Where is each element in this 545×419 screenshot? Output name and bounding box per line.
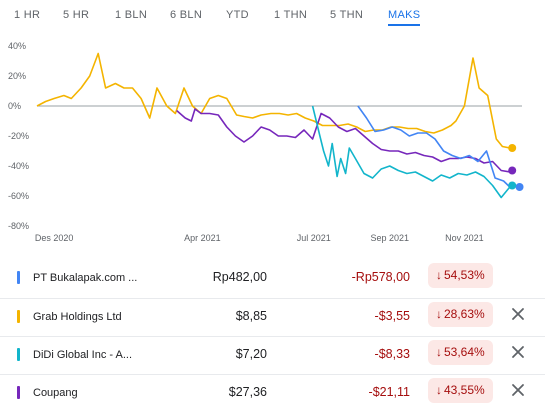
- percent-change: 53,64%: [444, 345, 485, 359]
- table-row[interactable]: Grab Holdings Ltd $8,85 -$3,55 ↓ 28,63%: [0, 298, 545, 337]
- y-tick-label: -60%: [8, 191, 29, 201]
- down-arrow-icon: ↓: [436, 345, 442, 359]
- series-color-swatch: [17, 310, 20, 323]
- timeframe-tabs: 1 HR 5 HR 1 BLN 6 BLN YTD 1 THN 5 THN MA…: [0, 0, 545, 30]
- down-arrow-icon: ↓: [436, 307, 442, 321]
- percent-change: 43,55%: [444, 383, 485, 397]
- x-axis: Des 2020 Apr 2021 Jul 2021 Sep 2021 Nov 2021: [35, 233, 484, 243]
- series-color-swatch: [17, 386, 20, 399]
- stock-price: $7,20: [235, 347, 267, 361]
- tab-5-thn[interactable]: 5 THN: [330, 9, 364, 21]
- y-tick-label: -40%: [8, 161, 29, 171]
- series-color-swatch: [17, 348, 20, 361]
- series-line: [36, 52, 510, 149]
- y-tick-label: 40%: [8, 41, 26, 51]
- tab-1-bln[interactable]: 1 BLN: [115, 9, 148, 21]
- series-end-markers: [508, 144, 524, 191]
- table-row[interactable]: PT Bukalapak.com ... Rp482,00 -Rp578,00 …: [0, 260, 545, 298]
- series-lines: [36, 52, 511, 199]
- x-tick-label: Nov 2021: [445, 233, 484, 243]
- comparison-line-chart: 40% 20% 0% -20% -40% -60% -80% Des 2020 Apr 202…: [8, 41, 524, 243]
- down-arrow-icon: ↓: [436, 383, 442, 397]
- series-line: [176, 108, 510, 173]
- down-arrow-icon: ↓: [436, 268, 442, 282]
- active-tab-underline: [388, 24, 420, 26]
- remove-comparison-button[interactable]: [509, 381, 527, 399]
- stock-name[interactable]: DiDi Global Inc - A...: [33, 349, 133, 361]
- x-tick-label: Sep 2021: [370, 233, 409, 243]
- stock-name[interactable]: PT Bukalapak.com ...: [33, 272, 138, 284]
- tab-1-hr[interactable]: 1 HR: [14, 9, 41, 21]
- x-tick-label: Jul 2021: [297, 233, 331, 243]
- stock-price: $27,36: [228, 385, 267, 399]
- remove-comparison-button[interactable]: [509, 305, 527, 323]
- percent-change: 28,63%: [444, 307, 485, 321]
- tab-1-thn[interactable]: 1 THN: [274, 9, 308, 21]
- series-end-marker: [508, 181, 517, 190]
- series-end-marker: [508, 166, 517, 175]
- stock-name[interactable]: Grab Holdings Ltd: [33, 311, 122, 323]
- x-tick-label: Des 2020: [35, 233, 74, 243]
- y-axis: 40% 20% 0% -20% -40% -60% -80%: [8, 41, 29, 231]
- price-change: -$8,33: [374, 347, 410, 361]
- x-tick-label: Apr 2021: [184, 233, 221, 243]
- table-row[interactable]: Coupang $27,36 -$21,11 ↓ 43,55%: [0, 374, 545, 413]
- series-end-marker: [508, 144, 517, 152]
- y-tick-label: 20%: [8, 71, 26, 81]
- remove-comparison-button[interactable]: [509, 343, 527, 361]
- tab-maks[interactable]: MAKS: [388, 9, 421, 21]
- close-icon: [512, 346, 524, 358]
- series-end-marker: [515, 183, 524, 191]
- percent-change-badge: ↓ 28,63%: [428, 302, 493, 327]
- percent-change-badge: ↓ 53,64%: [428, 340, 493, 365]
- price-change: -$21,11: [368, 385, 410, 399]
- percent-change-badge: ↓ 54,53%: [428, 263, 493, 288]
- stock-price: Rp482,00: [212, 270, 267, 284]
- series-line: [311, 105, 511, 199]
- tab-ytd[interactable]: YTD: [226, 9, 249, 21]
- stock-price: $8,85: [235, 309, 267, 323]
- percent-change-badge: ↓ 43,55%: [428, 378, 493, 403]
- close-icon: [512, 308, 524, 320]
- y-tick-label: -20%: [8, 131, 29, 141]
- y-tick-label: 0%: [8, 101, 21, 111]
- price-change: -Rp578,00: [351, 270, 410, 284]
- table-row[interactable]: DiDi Global Inc - A... $7,20 -$8,33 ↓ 53,…: [0, 336, 545, 375]
- tab-5-hr[interactable]: 5 HR: [63, 9, 90, 21]
- tab-6-bln[interactable]: 6 BLN: [170, 9, 203, 21]
- percent-change: 54,53%: [444, 268, 485, 282]
- price-change: -$3,55: [374, 309, 410, 323]
- stock-name[interactable]: Coupang: [33, 387, 78, 399]
- close-icon: [512, 384, 524, 396]
- series-color-swatch: [17, 271, 20, 284]
- y-tick-label: -80%: [8, 221, 29, 231]
- series-line: [357, 105, 511, 188]
